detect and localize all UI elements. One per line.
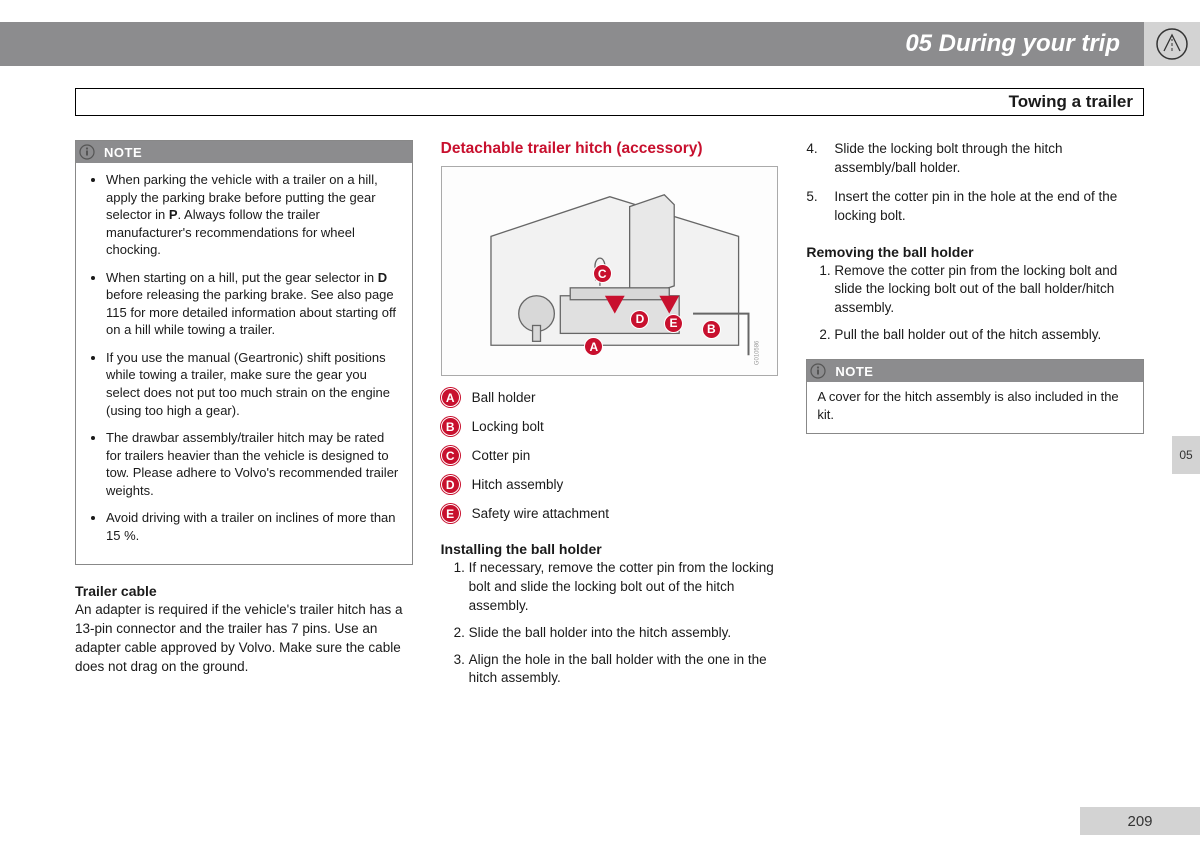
- diagram-badge: C: [593, 264, 612, 283]
- chapter-header: 05 During your trip: [0, 22, 1144, 66]
- trailer-cable-text: An adapter is required if the vehicle's …: [75, 601, 413, 677]
- image-code: G010586: [754, 340, 760, 365]
- note-label: NOTE: [829, 364, 873, 379]
- step-item: Remove the cotter pin from the locking b…: [834, 262, 1144, 319]
- legend-list: A Ball holder B Locking bolt C Cotter pin D Hit…: [441, 388, 779, 523]
- note-item: When parking the vehicle with a trailer …: [106, 171, 402, 259]
- column-1: NOTE When parking the vehicle with a tra…: [75, 140, 413, 696]
- legend-item: E Safety wire attachment: [441, 504, 779, 523]
- installing-heading: Installing the ball holder: [441, 541, 779, 557]
- legend-text: Safety wire attachment: [472, 506, 609, 521]
- legend-badge: A: [441, 388, 460, 407]
- note-item: When starting on a hill, put the gear se…: [106, 269, 402, 339]
- chapter-title: 05 During your trip: [905, 30, 1120, 58]
- removing-heading: Removing the ball holder: [806, 244, 1144, 260]
- legend-item: D Hitch assembly: [441, 475, 779, 494]
- legend-item: A Ball holder: [441, 388, 779, 407]
- trailer-cable-heading: Trailer cable: [75, 583, 413, 599]
- note-box-cover: NOTE A cover for the hitch assembly is a…: [806, 359, 1144, 434]
- section-title-bar: Towing a trailer: [75, 88, 1144, 116]
- note-header: NOTE: [807, 360, 1143, 382]
- diagram-badge: B: [702, 320, 721, 339]
- content-area: NOTE When parking the vehicle with a tra…: [75, 140, 1144, 696]
- note-body: When parking the vehicle with a trailer …: [76, 163, 412, 564]
- step-item: 4.Slide the locking bolt through the hit…: [806, 140, 1144, 178]
- legend-badge: C: [441, 446, 460, 465]
- diagram-badge: D: [630, 310, 649, 329]
- legend-item: B Locking bolt: [441, 417, 779, 436]
- note-label: NOTE: [98, 145, 142, 160]
- note-list: When parking the vehicle with a trailer …: [86, 171, 402, 544]
- legend-text: Hitch assembly: [472, 477, 564, 492]
- legend-text: Ball holder: [472, 390, 536, 405]
- note-item: The drawbar assembly/trailer hitch may b…: [106, 429, 402, 499]
- removing-steps: Remove the cotter pin from the locking b…: [806, 262, 1144, 346]
- legend-text: Locking bolt: [472, 419, 544, 434]
- note-header: NOTE: [76, 141, 412, 163]
- legend-badge: E: [441, 504, 460, 523]
- step-item: 5.Insert the cotter pin in the hole at t…: [806, 188, 1144, 226]
- manual-page: 05 During your trip Towing a trailer NOT…: [0, 0, 1200, 847]
- hitch-diagram: G010586 ABCDE: [441, 166, 779, 376]
- legend-text: Cotter pin: [472, 448, 531, 463]
- note-body: A cover for the hitch assembly is also i…: [807, 382, 1143, 433]
- road-icon: [1144, 22, 1200, 66]
- detachable-heading: Detachable trailer hitch (accessory): [441, 140, 779, 158]
- section-title: Towing a trailer: [1009, 92, 1133, 112]
- step-item: Pull the ball holder out of the hitch as…: [834, 326, 1144, 345]
- chapter-tab: 05: [1172, 436, 1200, 474]
- column-3: 4.Slide the locking bolt through the hit…: [806, 140, 1144, 696]
- continued-steps: 4.Slide the locking bolt through the hit…: [806, 140, 1144, 226]
- column-2: Detachable trailer hitch (accessory): [441, 140, 779, 696]
- legend-item: C Cotter pin: [441, 446, 779, 465]
- step-item: Align the hole in the ball holder with t…: [469, 651, 779, 689]
- legend-badge: D: [441, 475, 460, 494]
- info-icon: [807, 360, 829, 382]
- step-item: Slide the ball holder into the hitch ass…: [469, 624, 779, 643]
- note-box-parking: NOTE When parking the vehicle with a tra…: [75, 140, 413, 565]
- installing-steps: If necessary, remove the cotter pin from…: [441, 559, 779, 688]
- legend-badge: B: [441, 417, 460, 436]
- info-icon: [76, 141, 98, 163]
- note-item: If you use the manual (Geartronic) shift…: [106, 349, 402, 419]
- diagram-badge: E: [664, 314, 683, 333]
- note-item: Avoid driving with a trailer on inclines…: [106, 509, 402, 544]
- page-number: 209: [1080, 807, 1200, 835]
- step-item: If necessary, remove the cotter pin from…: [469, 559, 779, 616]
